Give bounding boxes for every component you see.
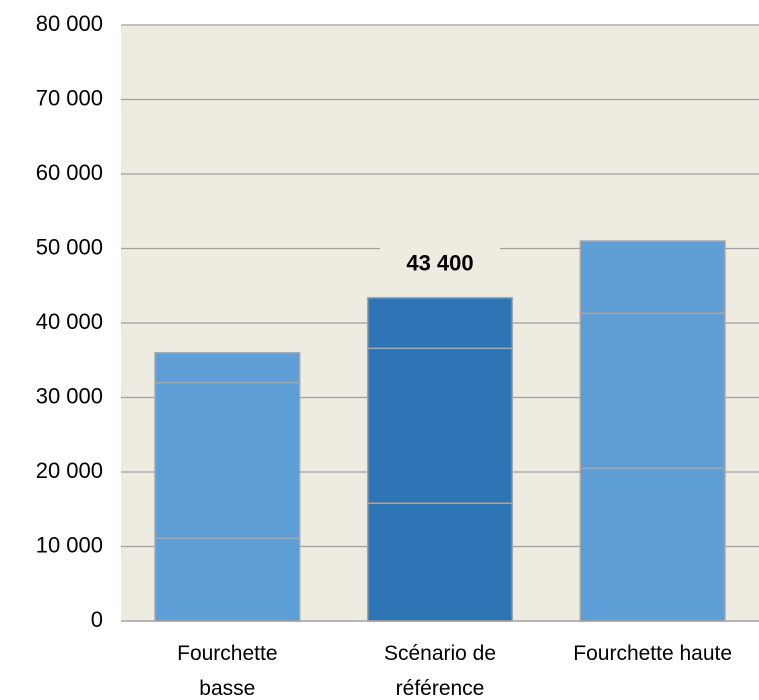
bar-segment bbox=[579, 240, 726, 315]
x-tick-label: Scénario de référence bbox=[383, 642, 497, 700]
x-tick-label: Fourchette basse bbox=[177, 642, 278, 700]
bar-segment bbox=[154, 537, 301, 622]
x-tick-label: Fourchette haute bbox=[573, 642, 733, 665]
y-tick-label: 50 000 bbox=[36, 234, 103, 259]
bar-segment bbox=[366, 296, 514, 350]
data-label: 43 400 bbox=[406, 250, 473, 275]
y-tick-label: 60 000 bbox=[36, 160, 103, 185]
x-tick-label-box: Fourchette basse bbox=[177, 642, 278, 700]
annotation-bg bbox=[380, 244, 500, 285]
y-tick-label: 0 bbox=[91, 607, 103, 632]
bar-segment bbox=[579, 312, 726, 470]
y-tick-label: 10 000 bbox=[36, 532, 103, 557]
x-tick-label-box: Scénario de référence bbox=[383, 642, 497, 700]
bar-segment bbox=[366, 347, 514, 505]
y-tick-label: 30 000 bbox=[36, 383, 103, 408]
bar-segment bbox=[154, 352, 301, 384]
bar-segment bbox=[366, 502, 514, 622]
y-tick-label: 20 000 bbox=[36, 458, 103, 483]
bar-segment bbox=[579, 467, 726, 622]
y-tick-label: 70 000 bbox=[36, 85, 103, 110]
x-tick-label-box: Fourchette haute bbox=[573, 642, 733, 665]
bar-segment bbox=[154, 381, 301, 540]
y-tick-label: 80 000 bbox=[36, 11, 103, 36]
y-tick-label: 40 000 bbox=[36, 309, 103, 334]
